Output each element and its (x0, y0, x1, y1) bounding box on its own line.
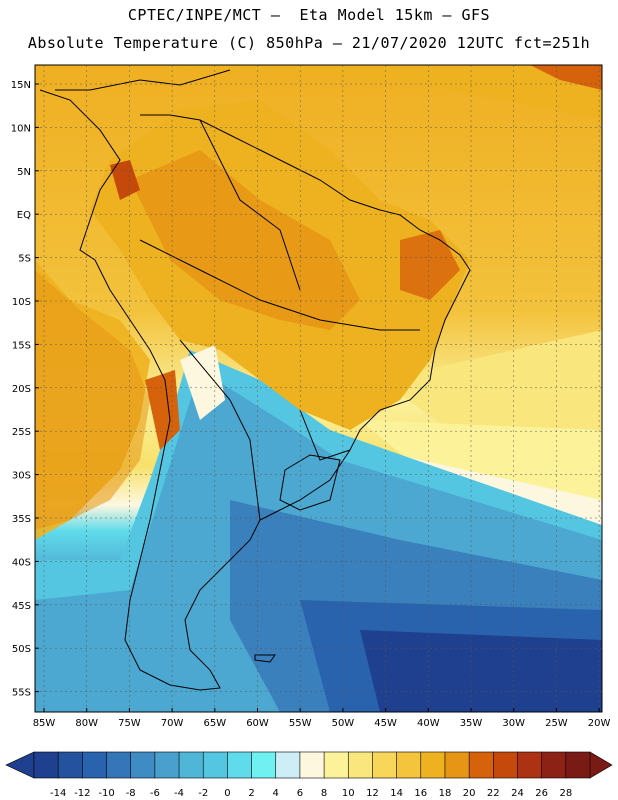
colorbar-label: 6 (297, 788, 303, 799)
map-field (35, 65, 602, 712)
lon-label: 20W (588, 718, 611, 729)
colorbar-label: 8 (321, 788, 327, 799)
colorbar-bin (57, 751, 83, 779)
lon-label: 40W (417, 718, 440, 729)
lat-label: EQ (17, 210, 31, 221)
lat-label: 50S (12, 644, 31, 655)
colorbar-bin (130, 751, 156, 779)
lat-label: 55S (12, 688, 31, 699)
colorbar-label: 22 (487, 788, 500, 799)
graticule (35, 65, 602, 712)
lon-label: 70W (161, 718, 184, 729)
colorbar-label: 24 (511, 788, 524, 799)
colorbar-bin (202, 751, 228, 779)
lat-label: 10S (12, 297, 31, 308)
colorbar-bin (275, 751, 301, 779)
colorbar-bin (347, 751, 374, 779)
lon-label: 85W (33, 718, 56, 729)
lon-label: 80W (75, 718, 98, 729)
colorbar-bin (493, 751, 519, 779)
map-subtitle: Absolute Temperature (C) 850hPa – 21/07/… (27, 34, 591, 52)
lat-label: 25S (12, 427, 31, 438)
colorbar-label: -8 (126, 788, 136, 799)
lon-label: 45W (374, 718, 397, 729)
lon-label: 65W (203, 718, 226, 729)
colorbar-bin (251, 751, 277, 779)
colorbar-label: -6 (150, 788, 160, 799)
lon-label: 30W (502, 718, 525, 729)
latitude-labels: 15N 10N 5N EQ 5S 10S 15S 20S 25S 30S 35S 40S 45S 50S 5… (11, 80, 31, 699)
colorbar-label: 2 (248, 788, 254, 799)
colorbar-bin (227, 751, 253, 779)
colorbar-bin (154, 751, 180, 779)
colorbar-label: 16 (414, 788, 427, 799)
colorbar-label: -10 (98, 788, 114, 799)
lat-label: 15N (11, 80, 31, 91)
lat-label: 5N (17, 167, 31, 178)
colorbar-bin (178, 751, 204, 779)
colorbar-label: 10 (342, 788, 355, 799)
colorbar-bin (82, 751, 108, 779)
colorbar-label: 26 (535, 788, 548, 799)
lat-label: 5S (18, 254, 31, 265)
colorbar-bin (444, 751, 470, 779)
colorbar-label: 4 (273, 788, 279, 799)
plot-frame (34, 64, 603, 713)
longitude-labels: 85W 80W 75W 70W 65W 60W 55W 50W 45W 40W 35W 30W 25W 2… (33, 718, 611, 729)
colorbar-bin (541, 751, 567, 779)
colorbar-label: 12 (366, 788, 379, 799)
lon-label: 75W (118, 718, 141, 729)
lon-label: 55W (289, 718, 312, 729)
lat-label: 10N (11, 123, 31, 134)
colorbar-bin (420, 751, 446, 779)
colorbar-label: -14 (50, 788, 66, 799)
lat-label: 35S (12, 514, 31, 525)
colorbar-bin (106, 751, 132, 779)
colorbar-high-arrow (589, 751, 613, 779)
colorbar-label: -2 (198, 788, 208, 799)
colorbar-bin (323, 751, 349, 779)
lon-label: 50W (332, 718, 355, 729)
colorbar-label: -12 (74, 788, 90, 799)
colorbar-label: 28 (559, 788, 572, 799)
colorbar-bin (299, 751, 325, 779)
colorbar-label: 14 (390, 788, 403, 799)
colorbar-label: 18 (439, 788, 452, 799)
colorbar-label: -4 (174, 788, 184, 799)
colorbar: -14 -12 -10 -8 -6 -4 -2 0 2 4 6 8 10 12 14 16 18 20 22 24 26… (5, 751, 613, 799)
map-title: CPTEC/INPE/MCT – Eta Model 15km – GFS (127, 6, 491, 24)
lat-label: 45S (12, 601, 31, 612)
lon-label: 35W (460, 718, 483, 729)
lat-label: 30S (12, 471, 31, 482)
lon-label: 60W (246, 718, 269, 729)
lon-label: 25W (545, 718, 568, 729)
lat-label: 15S (12, 340, 31, 351)
colorbar-label: 0 (224, 788, 230, 799)
colorbar-bin (517, 751, 543, 779)
colorbar-bin (468, 751, 494, 779)
colorbar-low-arrow (5, 751, 35, 779)
colorbar-bin (33, 751, 59, 779)
lat-label: 40S (12, 557, 31, 568)
colorbar-bin (565, 751, 591, 779)
lat-label: 20S (12, 384, 31, 395)
colorbar-bin (396, 751, 422, 779)
colorbar-label: 20 (463, 788, 476, 799)
colorbar-bin (372, 751, 398, 779)
